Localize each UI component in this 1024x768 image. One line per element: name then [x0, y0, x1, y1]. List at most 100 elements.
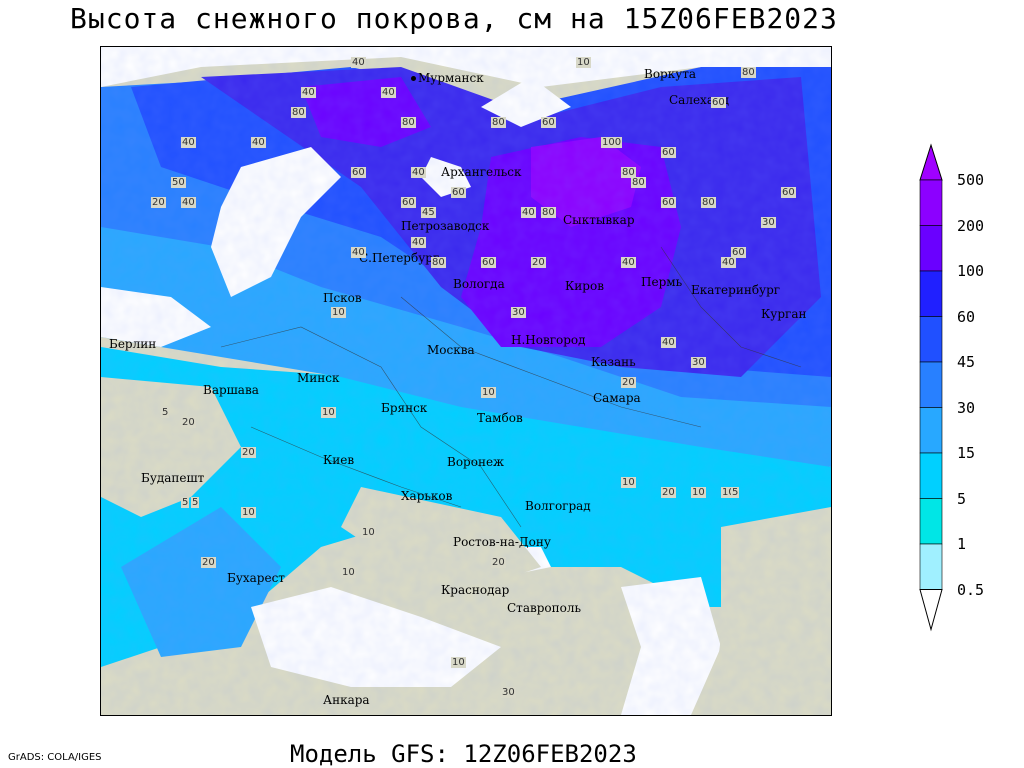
contour-label: 60 [351, 167, 366, 178]
legend-tick-label: 500 [957, 171, 985, 189]
contour-label: 5 [161, 407, 170, 418]
contour-label: 40 [621, 257, 636, 268]
contour-label: 40 [181, 137, 196, 148]
contour-label: 30 [501, 687, 516, 698]
contour-label: 40 [521, 207, 536, 218]
city-label: Брянск [381, 401, 428, 415]
texture [101, 47, 831, 715]
contour-label: 80 [541, 207, 556, 218]
model-caption: Модель GFS: 12Z06FEB2023 [290, 740, 637, 768]
contour-label: 60 [451, 187, 466, 198]
contour-label: 20 [181, 417, 196, 428]
contour-label: 80 [291, 107, 306, 118]
city-label: Будапешт [141, 471, 205, 485]
city-label: Петрозаводск [401, 219, 490, 233]
city-label: Воркута [644, 67, 697, 81]
contour-label: 10 [361, 527, 376, 538]
legend-arrow-top [919, 143, 943, 181]
contour-label: 80 [631, 177, 646, 188]
contour-label: 100 [601, 137, 623, 148]
borders [220, 246, 802, 528]
legend-tick-label: 60 [957, 307, 976, 326]
legend-arrow-bottom [919, 589, 943, 632]
city-label: Волгоград [525, 499, 591, 513]
contour-label: 60 [481, 257, 496, 268]
contour-label: 5 [181, 497, 190, 508]
contour-label: 20 [491, 557, 506, 568]
contour-label: 10 [691, 487, 706, 498]
snow-depth-map: Мурманск Воркута Салехард Архангельск Сы… [100, 46, 832, 716]
contour-label: 20 [241, 447, 256, 458]
city-label: Анкара [323, 693, 370, 707]
contour-label: 10 [451, 657, 466, 668]
legend-swatch [919, 316, 943, 363]
city-label: Сыктывкар [563, 213, 635, 227]
contour-label: 60 [541, 117, 556, 128]
city-label: Казань [591, 355, 636, 369]
city-label: Н.Новгород [511, 333, 586, 347]
grads-credit: GrADS: COLA/IGES [8, 752, 102, 763]
contour-label: 5 [731, 487, 740, 498]
legend-swatch [919, 407, 943, 454]
legend-swatch [919, 179, 943, 226]
city-label: Киев [323, 453, 355, 467]
contour-label: 40 [351, 247, 366, 258]
city-label: Берлин [109, 337, 157, 351]
contour-label: 10 [576, 57, 591, 68]
legend-swatch [919, 543, 943, 590]
contour-label: 60 [781, 187, 796, 198]
contour-label: 20 [151, 197, 166, 208]
city-label: Екатеринбург [691, 283, 781, 297]
contour-label: 60 [711, 97, 726, 108]
city-label: Москва [427, 343, 475, 357]
city-label: С.Петербург [359, 251, 440, 265]
legend-tick-label: 100 [957, 262, 985, 280]
city-label: Мурманск [411, 71, 484, 85]
chart-title: Высота снежного покрова, см на 15Z06FEB2… [70, 2, 838, 35]
contour-label: 20 [621, 377, 636, 388]
city-label: Харьков [401, 489, 453, 503]
contour-label: 80 [701, 197, 716, 208]
legend-swatch [919, 361, 943, 408]
contour-label: 20 [661, 487, 676, 498]
city-label: Ставрополь [507, 601, 582, 615]
legend-tick-label: 1 [957, 535, 967, 553]
city-label: Курган [761, 307, 807, 321]
legend-tick-label: 0.5 [957, 580, 985, 599]
contour-label: 80 [741, 67, 756, 78]
contour-label: 40 [721, 257, 736, 268]
contour-label: 60 [401, 197, 416, 208]
legend-swatch [919, 452, 943, 499]
contour-label: 40 [181, 197, 196, 208]
contour-label: 10 [621, 477, 636, 488]
city-label: Архангельск [441, 165, 522, 179]
contour-label: 40 [411, 237, 426, 248]
contour-label: 60 [661, 147, 676, 158]
city-label: Вологда [453, 277, 505, 291]
contour-label: 80 [491, 117, 506, 128]
legend-tick-label: 200 [957, 216, 985, 235]
city-label: Псков [323, 291, 362, 305]
contour-label: 10 [721, 487, 736, 498]
contour-label: 40 [251, 137, 266, 148]
legend-swatch [919, 498, 943, 545]
legend-tick-label: 30 [957, 398, 976, 417]
city-label: Самара [593, 391, 641, 405]
city-label: Тамбов [477, 411, 523, 425]
contour-label: 60 [661, 197, 676, 208]
contour-label: 10 [321, 407, 336, 418]
city-label: Краснодар [441, 583, 510, 597]
contour-label: 30 [761, 217, 776, 228]
legend-bar [919, 143, 943, 632]
contour-label: 30 [691, 357, 706, 368]
contour-label: 40 [411, 167, 426, 178]
contour-label: 80 [431, 257, 446, 268]
legend-tick-label: 15 [957, 444, 976, 462]
contour-label: 80 [401, 117, 416, 128]
contour-label: 10 [241, 507, 256, 518]
contour-label: 10 [331, 307, 346, 318]
contour-label: 40 [301, 87, 316, 98]
contour-label: 80 [621, 167, 636, 178]
legend-swatch [919, 270, 943, 317]
legend-swatch [919, 225, 943, 272]
